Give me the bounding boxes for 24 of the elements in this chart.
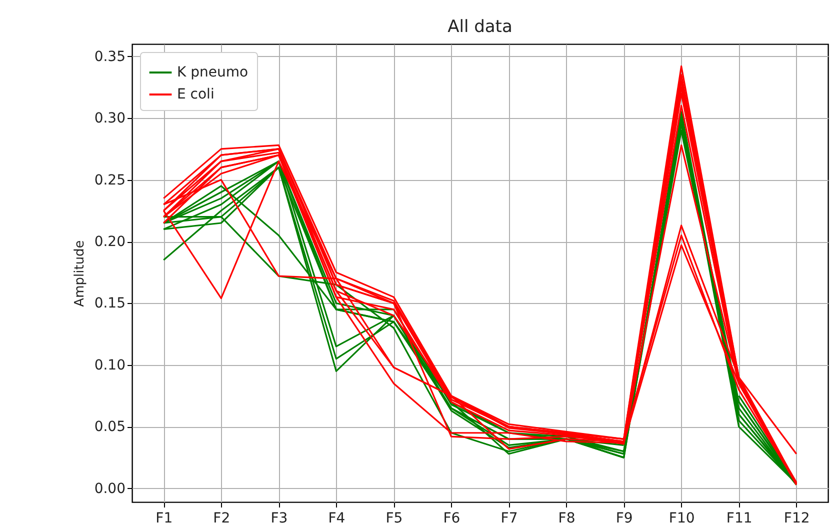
x-tick-label: F4 xyxy=(328,510,346,526)
legend-label: K pneumo xyxy=(177,64,248,80)
x-tick-label: F2 xyxy=(213,510,230,526)
x-tick-label: F3 xyxy=(270,510,288,526)
x-tick-label: F12 xyxy=(784,510,810,526)
y-tick-label: 0.20 xyxy=(94,234,126,250)
x-tick-label: F10 xyxy=(668,510,695,526)
y-tick-label: 0.00 xyxy=(94,480,126,497)
y-tick-label: 0.25 xyxy=(94,172,126,188)
y-tick-label: 0.15 xyxy=(94,296,126,312)
legend-label: E coli xyxy=(177,86,214,102)
x-tick-label: F8 xyxy=(558,510,576,526)
x-tick-label: F6 xyxy=(443,510,460,526)
y-tick-label: 0.05 xyxy=(94,419,126,436)
x-tick-label: F5 xyxy=(386,510,403,526)
y-axis-title: Amplitude xyxy=(72,240,88,307)
x-tick-label: F1 xyxy=(156,510,173,526)
y-tick-label: 0.35 xyxy=(94,48,126,65)
chart-title: All data xyxy=(448,17,512,37)
x-tick-label: F9 xyxy=(616,510,633,526)
y-tick-label: 0.10 xyxy=(94,357,126,374)
x-tick-label: F7 xyxy=(500,510,518,526)
x-tick-label: F11 xyxy=(726,510,752,526)
y-tick-label: 0.30 xyxy=(94,110,126,127)
